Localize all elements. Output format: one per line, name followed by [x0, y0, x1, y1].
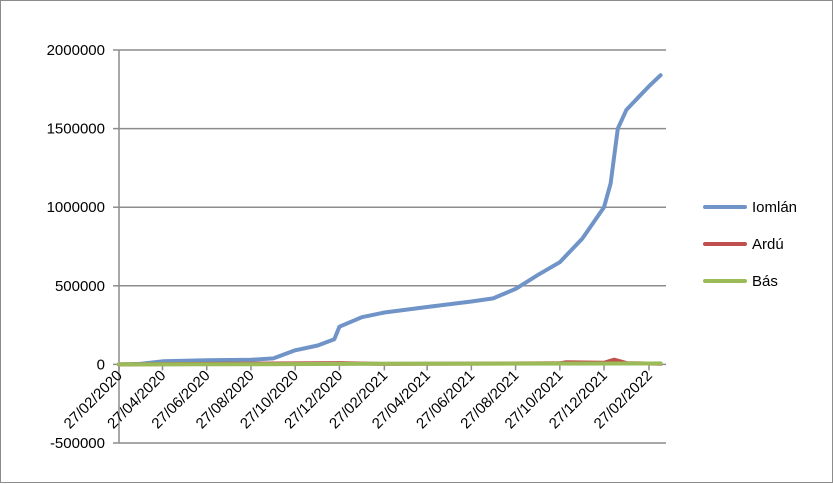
y-tick-label: 1500000 — [47, 121, 105, 138]
legend-label: Ardú — [752, 236, 784, 253]
legend-label: Bás — [752, 273, 778, 290]
y-tick-label: 1000000 — [47, 199, 105, 216]
legend: Iomlán Ardú Bás — [703, 199, 797, 290]
y-tick-label: 0 — [97, 356, 105, 373]
series-line-2 — [117, 361, 663, 367]
x-tick-labels: 27/02/202027/04/202027/06/202027/08/2020… — [61, 367, 656, 432]
y-tick-label: 2000000 — [47, 42, 105, 59]
y-tick-labels: 2000000 1500000 1000000 500000 0 -500000 — [47, 42, 105, 452]
series-line-0 — [117, 73, 663, 367]
series-lines — [117, 73, 663, 367]
legend-label: Iomlán — [752, 199, 797, 216]
y-tick-label: 500000 — [55, 278, 105, 295]
y-tick-label: -500000 — [50, 435, 105, 452]
gridlines — [119, 49, 666, 444]
